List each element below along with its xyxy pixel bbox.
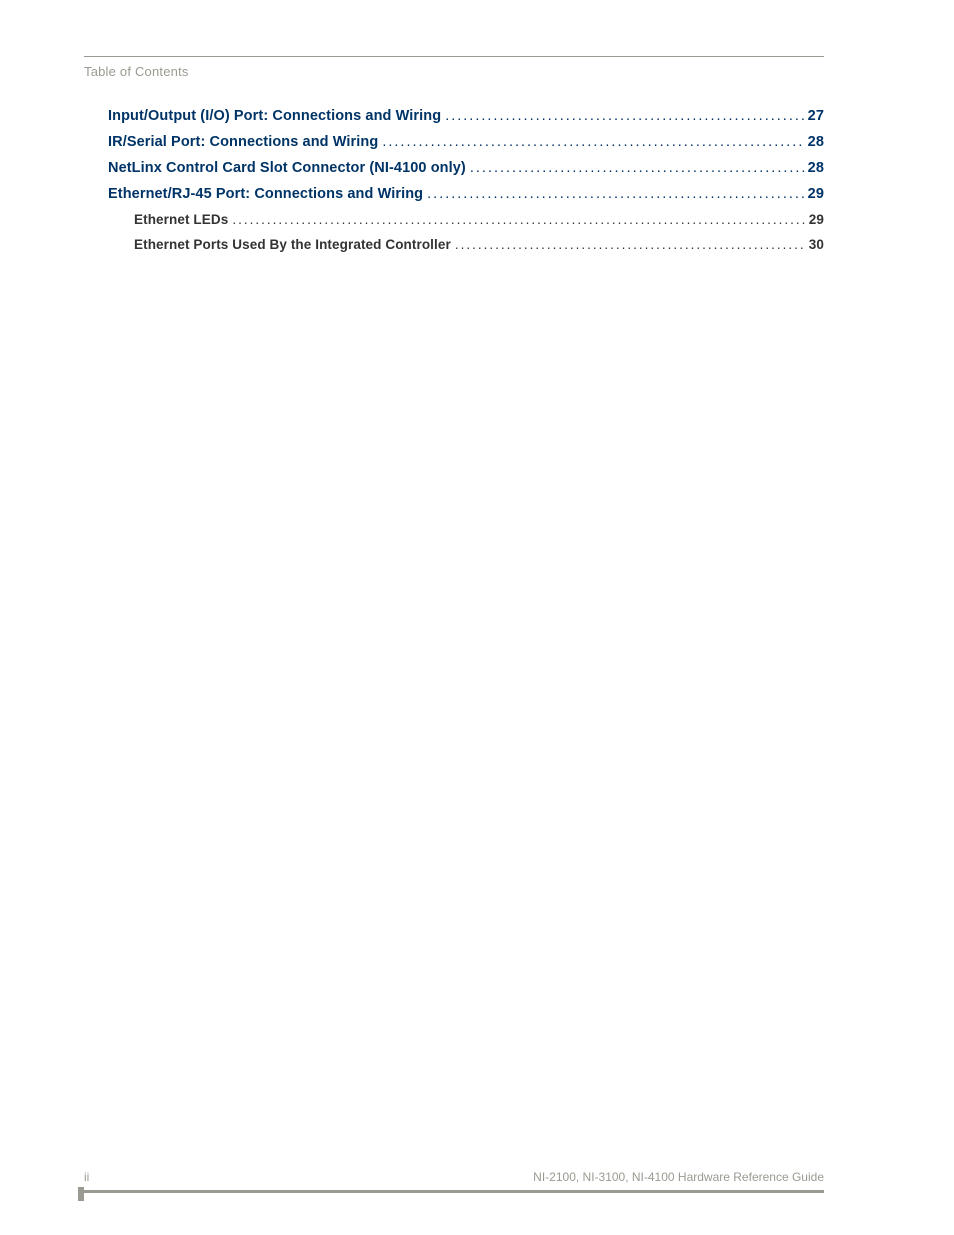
- toc-entry[interactable]: IR/Serial Port: Connections and Wiring .…: [108, 134, 824, 150]
- toc-entry-title: Ethernet/RJ-45 Port: Connections and Wir…: [108, 186, 423, 202]
- toc-entry-title: Ethernet LEDs: [134, 212, 228, 227]
- toc-entry-title: Ethernet Ports Used By the Integrated Co…: [134, 237, 451, 252]
- header-label: Table of Contents: [84, 64, 189, 79]
- toc-entry-page: 28: [804, 160, 824, 176]
- toc-entry[interactable]: NetLinx Control Card Slot Connector (NI-…: [108, 160, 824, 176]
- toc-entry[interactable]: Input/Output (I/O) Port: Connections and…: [108, 108, 824, 124]
- toc-leader-dots: ........................................…: [378, 134, 803, 150]
- toc-entry-page: 29: [805, 212, 824, 227]
- toc-entry-page: 27: [804, 108, 824, 124]
- toc-leader-dots: ........................................…: [466, 160, 804, 176]
- document-page: Table of Contents Input/Output (I/O) Por…: [0, 0, 954, 1235]
- toc-entry-title: NetLinx Control Card Slot Connector (NI-…: [108, 160, 466, 176]
- toc-entry-page: 29: [804, 186, 824, 202]
- toc-leader-dots: ........................................…: [423, 186, 804, 202]
- page-footer: ii NI-2100, NI-3100, NI-4100 Hardware Re…: [84, 1170, 824, 1193]
- toc-subentry[interactable]: Ethernet Ports Used By the Integrated Co…: [108, 237, 824, 252]
- toc-leader-dots: ........................................…: [441, 108, 803, 124]
- toc-entry-page: 30: [805, 237, 824, 252]
- header-rule: [84, 56, 824, 57]
- toc-leader-dots: ........................................…: [228, 212, 804, 227]
- toc-entry-page: 28: [804, 134, 824, 150]
- toc-entry[interactable]: Ethernet/RJ-45 Port: Connections and Wir…: [108, 186, 824, 202]
- table-of-contents: Input/Output (I/O) Port: Connections and…: [108, 108, 824, 262]
- footer-page-number: ii: [84, 1170, 89, 1184]
- footer-rule: [84, 1190, 824, 1193]
- toc-subentry[interactable]: Ethernet LEDs ..........................…: [108, 212, 824, 227]
- toc-entry-title: Input/Output (I/O) Port: Connections and…: [108, 108, 441, 124]
- toc-entry-title: IR/Serial Port: Connections and Wiring: [108, 134, 378, 150]
- footer-doc-title: NI-2100, NI-3100, NI-4100 Hardware Refer…: [533, 1170, 824, 1184]
- toc-leader-dots: ........................................…: [451, 237, 805, 252]
